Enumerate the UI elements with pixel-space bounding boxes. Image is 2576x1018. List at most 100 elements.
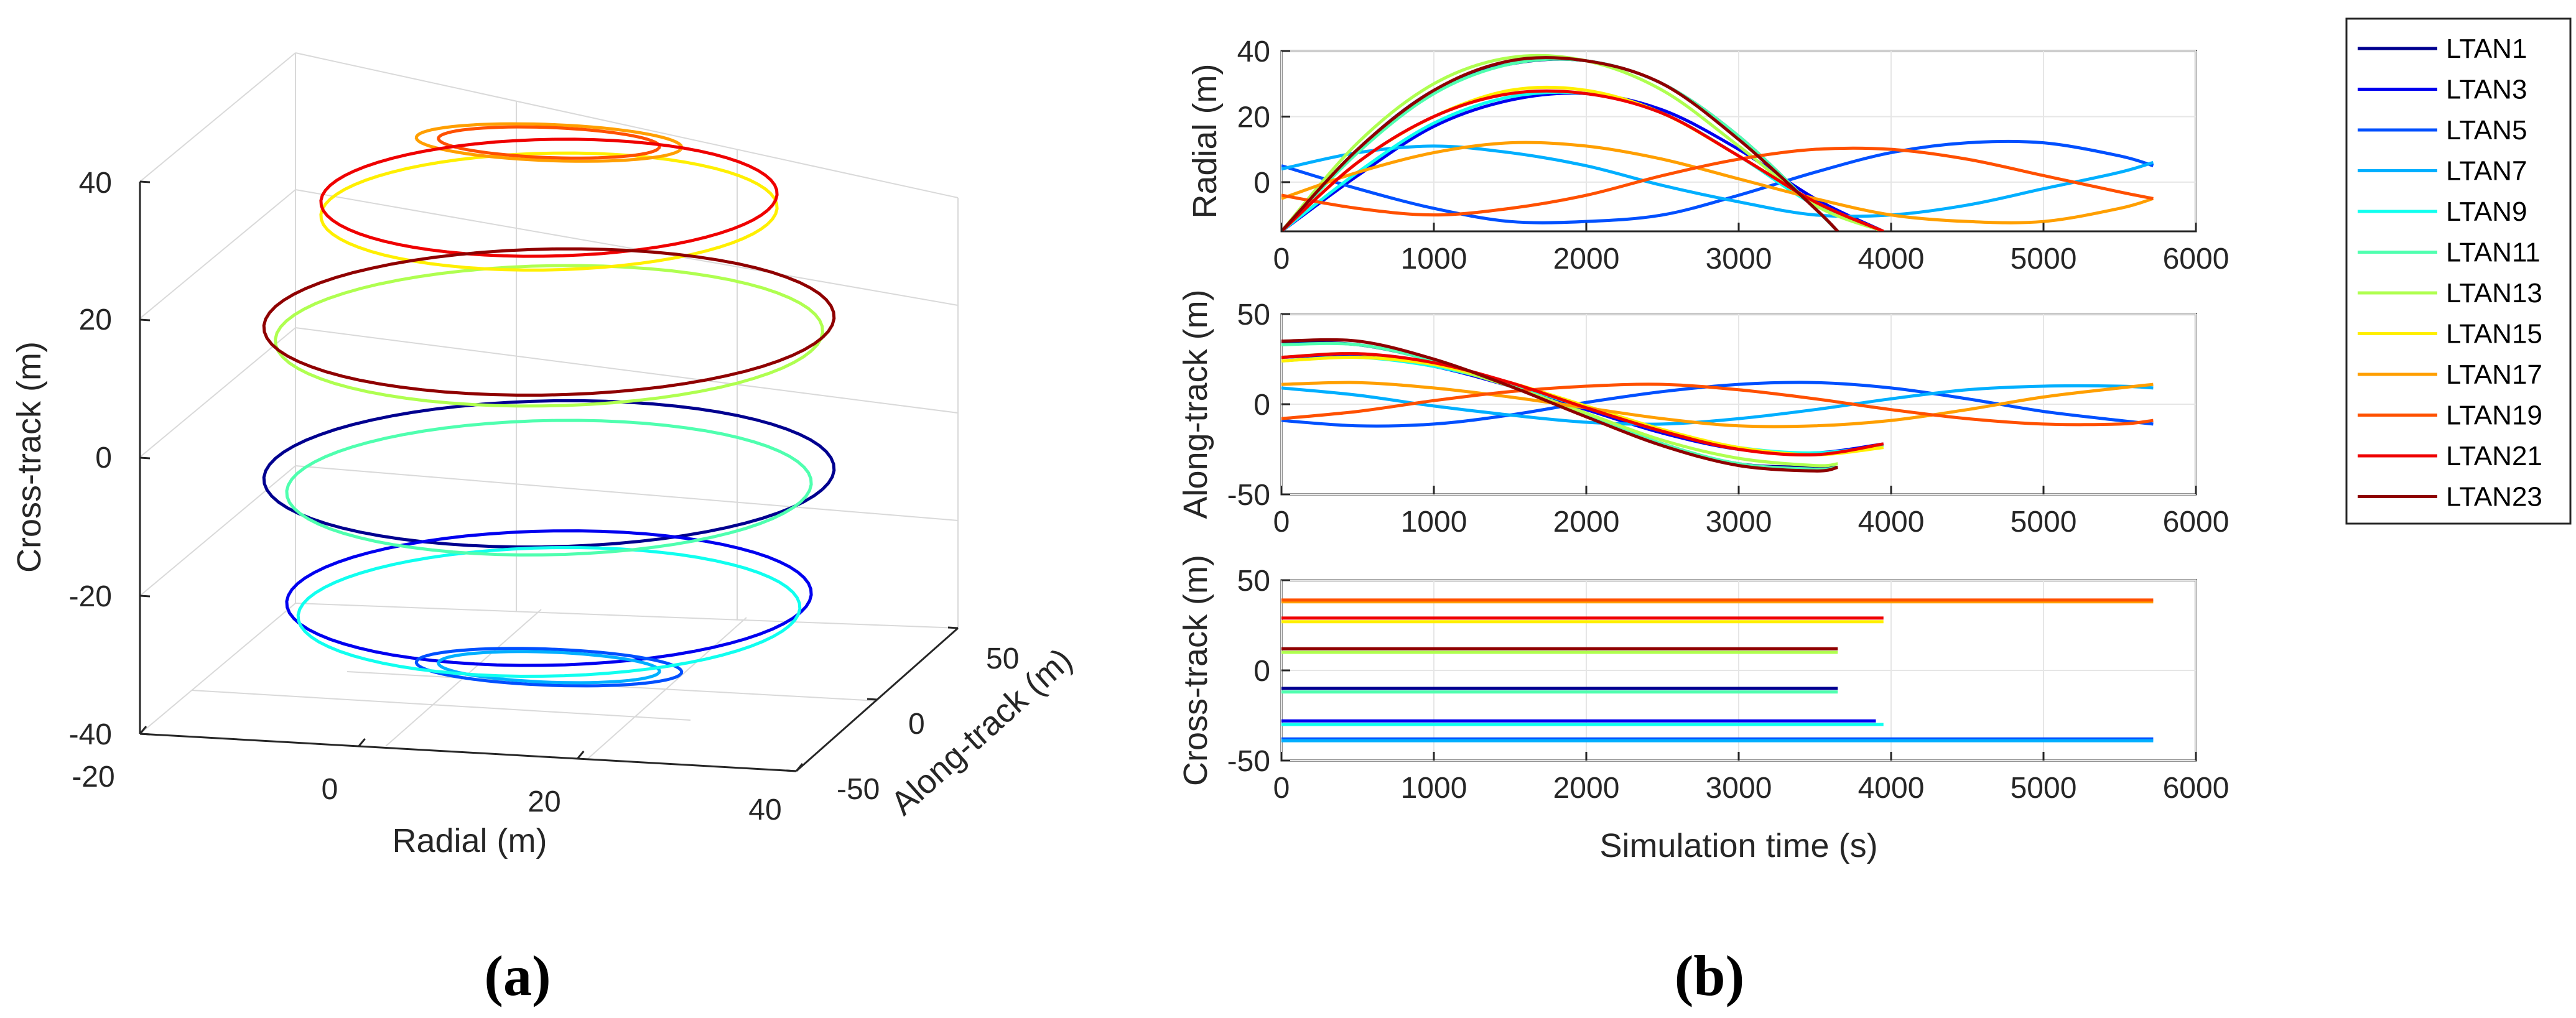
x-tick-label: 1000 [1401,772,1467,805]
xtick-label: 40 [748,794,781,826]
y-tick-label: 40 [1237,35,1270,68]
x-tick-label: 5000 [2011,772,2077,805]
legend-entry-ltan19: LTAN19 [2446,400,2542,431]
x-tick-label: 4000 [1858,506,1925,539]
x-axis-label: Radial (m) [392,822,547,859]
y-tick-label: 0 [1253,655,1270,688]
orbit-curve-ltan21 [319,137,779,258]
ytick-label: 0 [908,708,925,741]
x-tick [358,738,366,747]
plot-along-track-curves [1281,338,2154,473]
x-tick-label: 5000 [2011,243,2077,275]
series-line-ltan21 [1281,89,1884,231]
legend-entry-ltan21: LTAN21 [2446,441,2542,471]
y-tick-label: 0 [1253,167,1270,200]
y-tick [786,769,797,772]
x-tick-label: 6000 [2163,506,2230,539]
orbit-curve-ltan17 [414,122,684,163]
x-tick [795,763,804,772]
y-tick-label: -50 [1227,745,1270,778]
series-line-ltan21 [1281,352,1884,456]
xtick-label: 20 [528,785,560,818]
series-line-ltan23 [1281,56,1839,231]
legend-entry-ltan3: LTAN3 [2446,75,2527,105]
legend-entry-ltan7: LTAN7 [2446,156,2527,187]
legend-entry-ltan17: LTAN17 [2446,359,2542,390]
ztick-label: -40 [69,718,112,751]
plot-3d-ticks [139,180,959,772]
time-axis-label: Simulation time (s) [1599,827,1877,864]
orbit-curve-ltan9 [296,545,802,678]
orbit-curve-ltan23 [262,247,836,397]
y-tick [947,626,959,629]
legend-entry-ltan1: LTAN1 [2446,34,2527,64]
ztick-label: 20 [79,303,112,336]
x-tick-label: 5000 [2011,506,2077,539]
orbit-curve-ltan13 [274,264,824,408]
legend-entry-ltan5: LTAN5 [2446,115,2527,146]
x-tick-label: 6000 [2163,243,2230,275]
legend-entry-ltan11: LTAN11 [2446,238,2541,268]
x-tick-label: 0 [1273,772,1290,805]
x-tick-label: 0 [1273,506,1290,539]
orbit-curve-ltan7 [437,650,661,685]
plot-cross-track-curves [1281,598,2154,743]
legend-entry-ltan13: LTAN13 [2446,278,2542,308]
series-line-ltan5 [1281,381,2154,428]
x-tick-label: 3000 [1706,506,1772,539]
xtick-label: 0 [322,773,338,806]
legend-entry-ltan15: LTAN15 [2446,319,2542,349]
ytick-label: -50 [837,773,880,806]
x-tick-label: 2000 [1553,506,1620,539]
orbit-curve-ltan5 [414,647,684,688]
y-tick-label: 0 [1253,389,1270,422]
legend-box [2345,17,2572,525]
series-line-ltan7 [1281,384,2154,426]
z-axis-label: Cross-track (m) [11,341,48,573]
x-tick-label: 1000 [1401,243,1467,275]
x-tick-label: 0 [1273,243,1290,275]
panel-b-label: (b) [1675,944,1744,1007]
x-tick-label: 4000 [1858,243,1925,275]
plot-radial-ticks: 0 1000 2000 3000 4000 5000 6000 0 20 40 [1237,35,2230,275]
plot-3d: 40 20 0 -20 -40 -20 0 20 40 -50 0 50 Rad… [11,52,1079,859]
x-tick-label: 3000 [1706,772,1772,805]
along-track-axis-label: Along-track (m) [1177,289,1214,519]
x-tick-label: 4000 [1858,772,1925,805]
plot-radial-curves [1281,53,2154,231]
x-tick-label: 2000 [1553,772,1620,805]
series-line-ltan17 [1281,381,2154,428]
ztick-label: -20 [69,580,112,613]
ytick-label: 50 [986,642,1019,675]
y-tick-label: 50 [1237,565,1270,598]
x-tick-label: 3000 [1706,243,1772,275]
ztick-label: 40 [79,167,112,200]
series-line-ltan19 [1281,382,2154,427]
y-tick-label: 20 [1237,101,1270,134]
x-tick [577,751,585,759]
x-tick-label: 6000 [2163,772,2230,805]
cross-track-axis-label: Cross-track (m) [1177,555,1214,786]
xtick-label: -20 [72,761,114,794]
legend: LTAN1 LTAN3 LTAN5 LTAN7 LTAN9 LTAN11 LTAN13 LTA… [2345,17,2572,525]
y-tick [867,698,878,701]
plot-cross-track-grid [1281,580,2197,761]
series-line-ltan5 [1281,139,2154,224]
legend-entry-ltan23: LTAN23 [2446,482,2542,512]
x-tick-label: 2000 [1553,243,1620,275]
orbit-curve-ltan3 [285,529,813,667]
series-line-ltan19 [1281,146,2154,217]
orbit-curve-ltan1 [262,399,836,549]
orbit-curve-ltan15 [319,151,779,272]
y-tick-label: -50 [1227,479,1270,512]
x-tick-label: 1000 [1401,506,1467,539]
series-line-ltan17 [1281,141,2154,224]
orbit-curve-ltan19 [437,125,661,160]
ztick-label: 0 [95,442,112,474]
plot-radial: 0 1000 2000 3000 4000 5000 6000 0 20 40 Radial (m… [1186,35,2229,275]
